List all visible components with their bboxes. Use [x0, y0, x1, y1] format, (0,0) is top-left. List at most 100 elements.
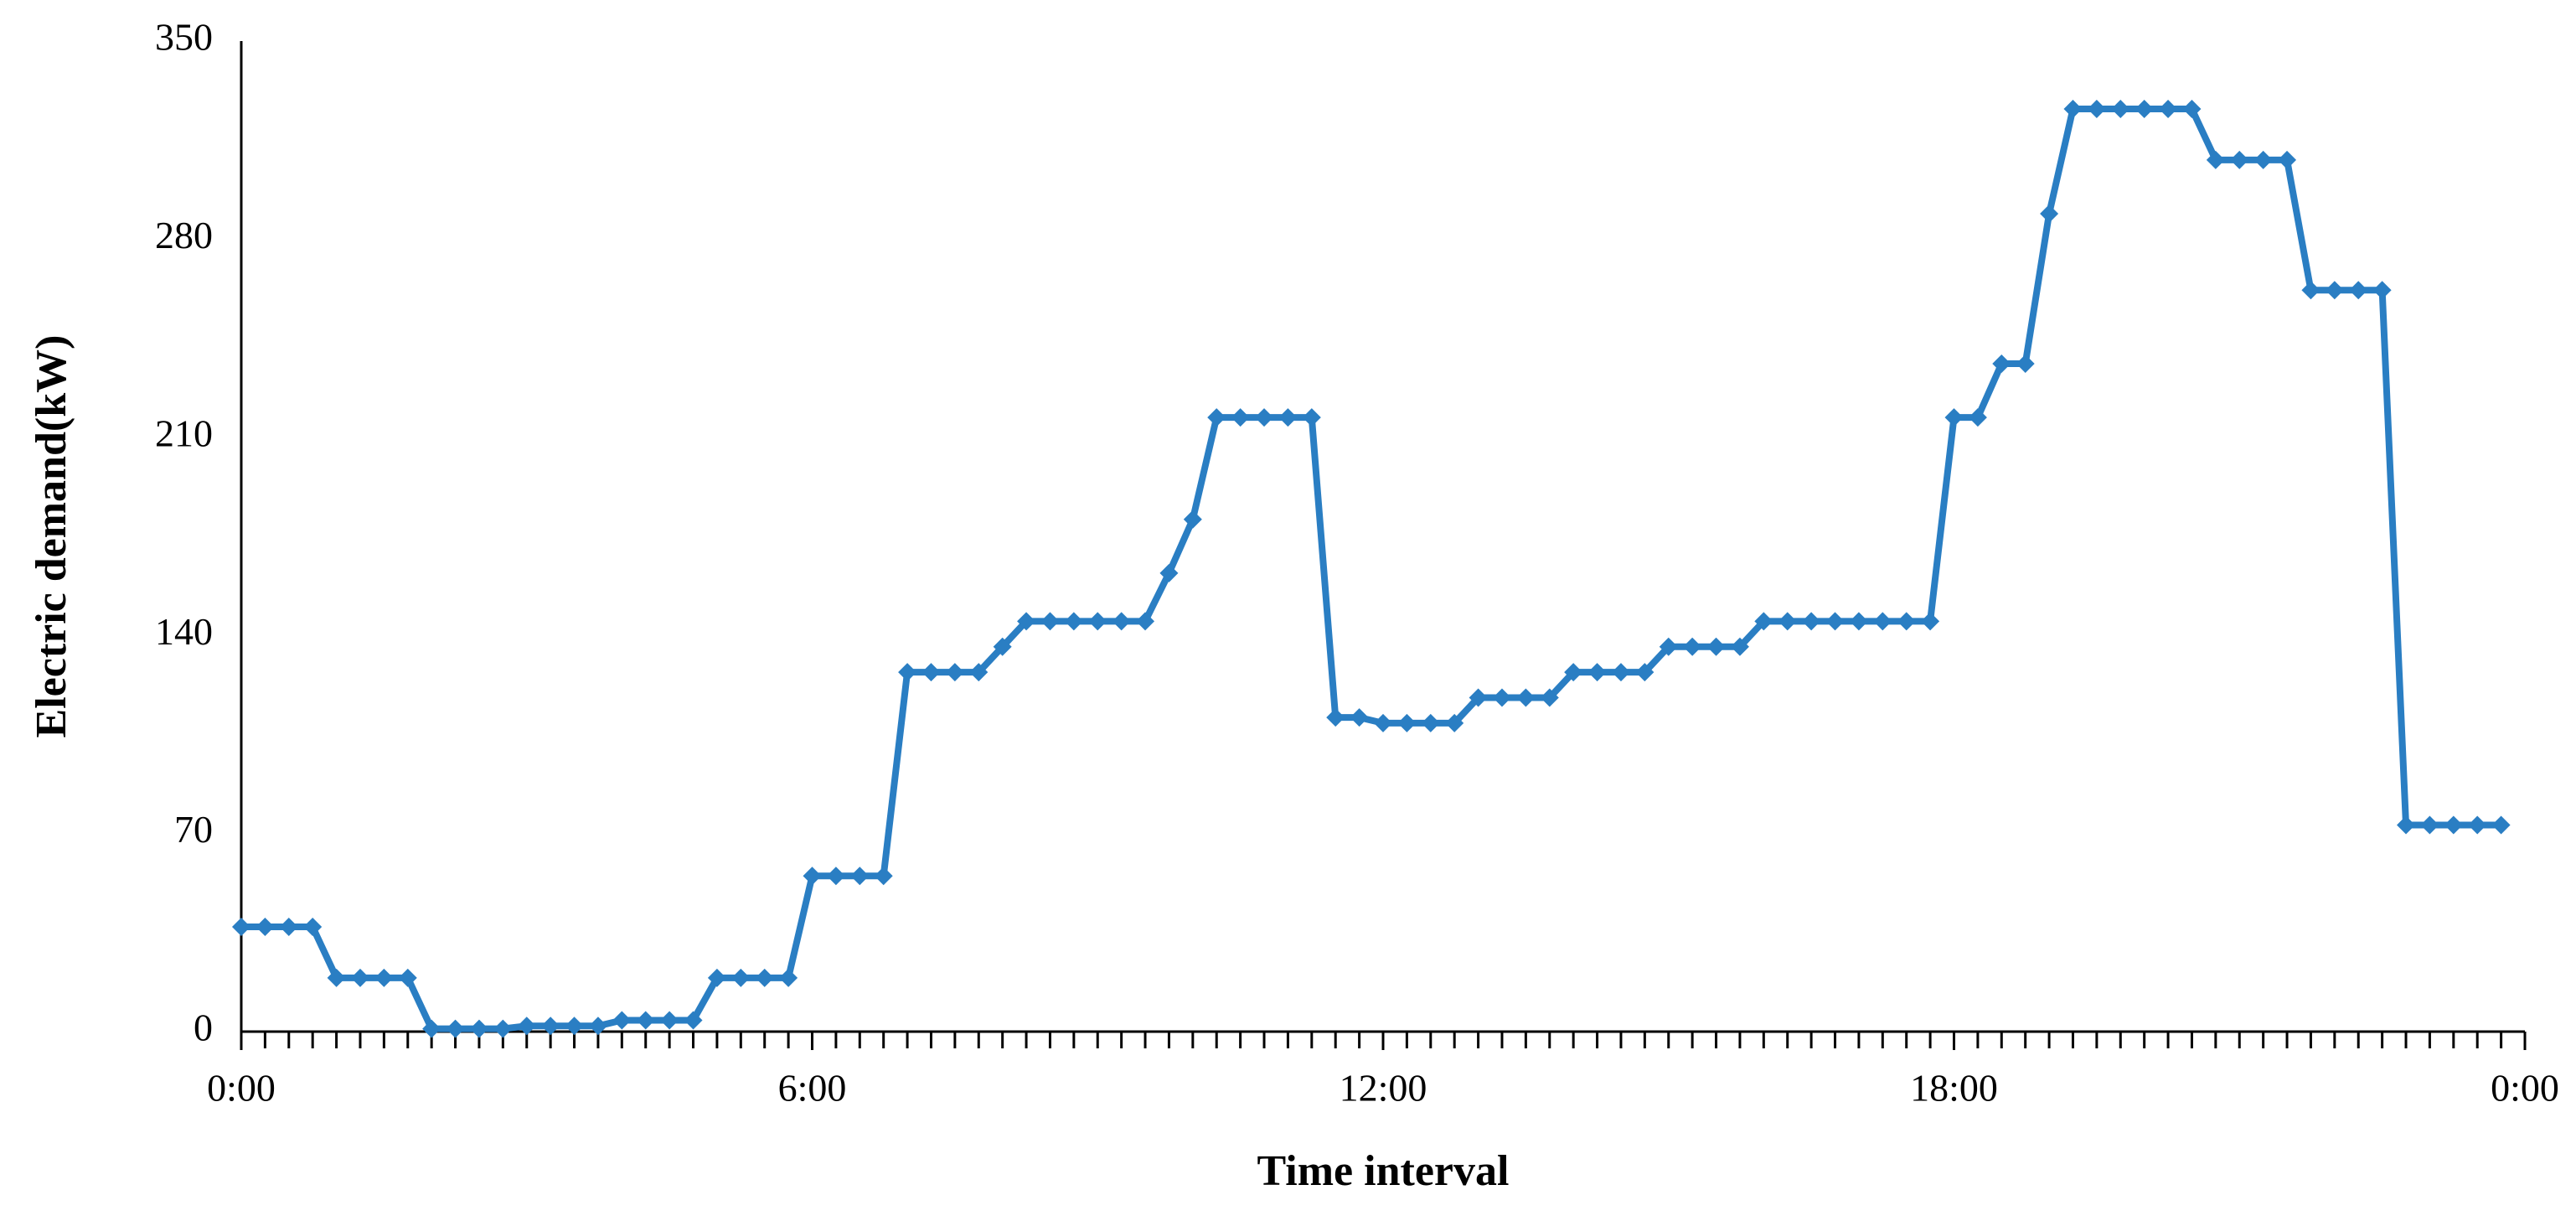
data-point [2278, 150, 2297, 169]
data-point [2253, 150, 2273, 169]
data-point [1207, 408, 1226, 427]
data-point [1825, 612, 1845, 631]
data-point [612, 1011, 632, 1030]
data-point [2159, 100, 2178, 119]
data-point [1706, 637, 1726, 656]
data-point [1326, 708, 1345, 727]
data-point [493, 1019, 513, 1038]
data-point [2182, 100, 2202, 119]
data-point [2491, 815, 2511, 835]
data-point [1992, 354, 2011, 373]
x-axis-title: Time interval [1257, 1147, 1510, 1195]
data-point [1921, 612, 1940, 631]
data-point [2040, 204, 2059, 224]
data-point [1944, 408, 1964, 427]
data-point [1255, 408, 1274, 427]
data-point [945, 663, 964, 682]
y-tick-label: 280 [155, 214, 213, 256]
y-tick-label: 0 [194, 1006, 213, 1049]
data-point [1873, 612, 1892, 631]
data-point [2349, 281, 2368, 300]
data-point [1516, 688, 1536, 707]
data-point [2016, 354, 2035, 373]
y-tick-label: 140 [155, 610, 213, 653]
data-point [2206, 150, 2225, 169]
data-point [1540, 688, 1559, 707]
data-point [2135, 100, 2154, 119]
data-point [2372, 281, 2392, 300]
data-point [1088, 612, 1107, 631]
data-point [398, 968, 417, 987]
data-point [1374, 713, 1392, 732]
data-point [2397, 815, 2416, 835]
y-tick-label: 350 [155, 16, 213, 59]
x-tick-label: 6:00 [778, 1067, 847, 1110]
data-point [2111, 100, 2130, 119]
data-point [2420, 815, 2439, 835]
y-tick-label: 210 [155, 411, 213, 454]
data-point [446, 1019, 465, 1038]
data-point [1492, 688, 1511, 707]
data-point [565, 1017, 584, 1036]
data-point [660, 1011, 679, 1030]
data-point [1231, 408, 1250, 427]
data-point [779, 968, 798, 987]
data-point [1112, 612, 1131, 631]
data-point [256, 918, 275, 937]
data-point [1469, 688, 1488, 707]
data-point [1897, 612, 1916, 631]
data-point [469, 1019, 488, 1038]
data-point [826, 867, 845, 886]
data-point [921, 663, 941, 682]
data-point [374, 968, 394, 987]
data-point [1802, 612, 1821, 631]
data-point [422, 1019, 441, 1038]
data-point [327, 968, 346, 987]
data-point [303, 918, 323, 937]
data-point [1778, 612, 1797, 631]
data-point [1064, 612, 1083, 631]
data-point [1564, 663, 1583, 682]
data-point [2063, 100, 2083, 119]
data-point [2230, 150, 2249, 169]
data-point [1849, 612, 1868, 631]
data-point [541, 1017, 560, 1036]
x-tick-label: 18:00 [1910, 1067, 1998, 1110]
data-point [1159, 563, 1179, 582]
data-point [279, 918, 298, 937]
data-point [1445, 713, 1464, 732]
data-point [1397, 713, 1417, 732]
data-point [898, 663, 917, 682]
x-tick-label: 0:00 [207, 1067, 276, 1110]
data-point [731, 968, 751, 987]
data-point [2301, 281, 2320, 300]
data-point [350, 968, 369, 987]
data-point [1040, 612, 1060, 631]
data-point [1302, 408, 1321, 427]
data-point [2468, 815, 2487, 835]
data-point [1730, 637, 1749, 656]
data-point [1683, 637, 1702, 656]
data-point [993, 637, 1012, 656]
y-tick-label: 70 [174, 808, 213, 851]
data-point [969, 663, 989, 682]
x-tick-label: 12:00 [1340, 1067, 1427, 1110]
data-point [1635, 663, 1655, 682]
data-point [803, 867, 822, 886]
data-point [1421, 713, 1440, 732]
data-point [850, 867, 870, 886]
data-point [2087, 100, 2106, 119]
y-axis-title: Electric demand(kW) [28, 335, 75, 738]
data-point [1968, 408, 1987, 427]
data-point [874, 867, 893, 886]
data-point [1183, 510, 1202, 529]
data-point [707, 968, 726, 987]
data-point [1587, 663, 1607, 682]
data-point [1754, 612, 1773, 631]
data-point [755, 968, 774, 987]
data-point [1017, 612, 1036, 631]
data-point [232, 918, 250, 937]
data-point [1136, 612, 1155, 631]
